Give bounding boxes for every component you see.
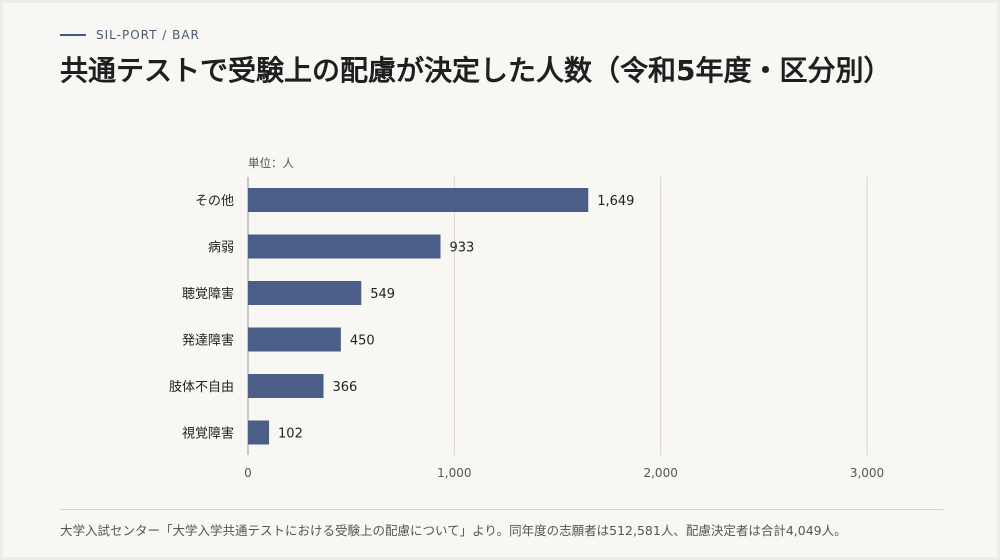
- category-label: 病弱: [208, 241, 234, 256]
- bar: [248, 420, 270, 445]
- eyebrow-text: SIL-PORT / BAR: [96, 28, 200, 42]
- x-tick-label: 3,000: [850, 466, 884, 480]
- chart-card: SIL-PORT / BAR 共通テストで受験上の配慮が決定した人数（令和5年度…: [3, 3, 997, 557]
- category-label: 聴覚障害: [182, 286, 234, 302]
- bar: [248, 281, 362, 305]
- category-label: 発達障害: [182, 333, 234, 349]
- x-tick-label: 0: [244, 466, 252, 480]
- value-label: 102: [278, 427, 303, 442]
- source-note: 大学入試センター「大学入学共通テストにおける受験上の配慮について」より。同年度の…: [60, 523, 847, 538]
- value-label: 1,649: [597, 194, 634, 209]
- x-tick-label: 2,000: [643, 466, 677, 480]
- x-tick-label: 1,000: [437, 466, 471, 480]
- unit-label: 単位：人: [248, 156, 294, 170]
- bar: [248, 374, 324, 398]
- eyebrow-line: [60, 34, 86, 36]
- value-label: 549: [370, 287, 395, 302]
- bar: [248, 327, 341, 352]
- value-label: 366: [333, 380, 358, 395]
- bar: [248, 234, 441, 259]
- category-label: 肢体不自由: [169, 379, 234, 395]
- chart-title: 共通テストで受験上の配慮が決定した人数（令和5年度・区分別）: [60, 54, 892, 87]
- bar: [248, 188, 589, 212]
- value-label: 933: [450, 241, 475, 256]
- value-label: 450: [350, 334, 375, 349]
- footer-divider: [60, 509, 943, 510]
- category-label: その他: [195, 194, 234, 209]
- eyebrow: SIL-PORT / BAR: [60, 28, 200, 42]
- category-label: 視覚障害: [182, 426, 234, 442]
